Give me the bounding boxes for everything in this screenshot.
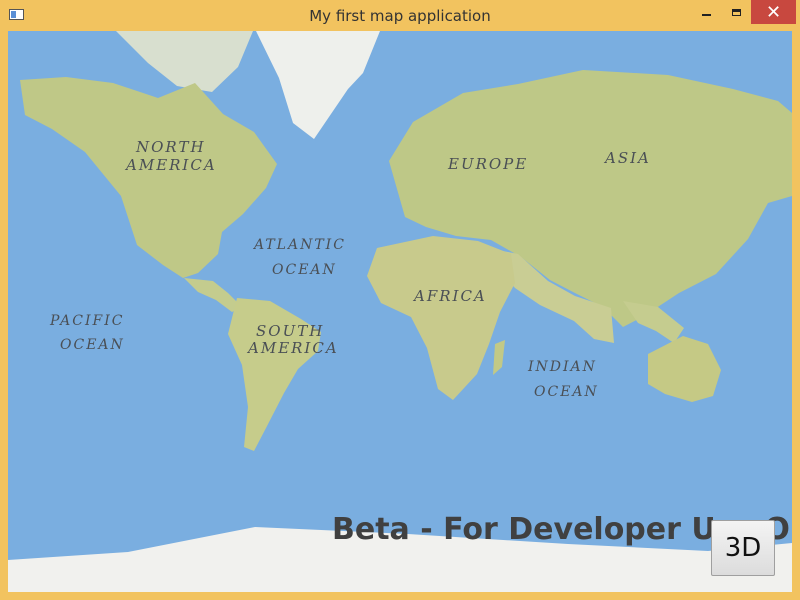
antarctica-shape: [8, 527, 792, 592]
minimize-icon: [701, 14, 711, 16]
label-pacific-line2: OCEAN: [60, 337, 125, 353]
label-asia: ASIA: [603, 149, 651, 167]
africa-shape: [367, 236, 515, 400]
australia-shape: [648, 336, 721, 402]
north-america-shape: [20, 77, 277, 278]
maximize-button[interactable]: [723, 0, 749, 24]
label-south-america-line1: SOUTH: [256, 322, 324, 340]
label-indian-line2: OCEAN: [534, 384, 599, 400]
south-america-shape: [228, 298, 321, 451]
map-view[interactable]: NORTH AMERICA EUROPE ASIA ATLANTIC OCEAN…: [8, 31, 792, 592]
label-africa: AFRICA: [412, 287, 487, 305]
label-europe: EUROPE: [447, 155, 528, 173]
minimize-button[interactable]: [693, 0, 719, 24]
label-north-america-line1: NORTH: [135, 138, 206, 156]
label-south-america-line2: AMERICA: [246, 339, 339, 357]
label-indian-line1: INDIAN: [527, 359, 597, 375]
label-pacific-line1: PACIFIC: [49, 313, 124, 329]
window-title: My first map application: [309, 7, 491, 25]
close-icon: ✕: [765, 1, 782, 22]
label-atlantic-line2: OCEAN: [272, 262, 337, 278]
southeast-asia-shape: [623, 301, 684, 343]
label-north-america-line2: AMERICA: [124, 156, 217, 174]
world-map[interactable]: NORTH AMERICA EUROPE ASIA ATLANTIC OCEAN…: [8, 31, 792, 592]
close-button[interactable]: ✕: [751, 0, 796, 24]
title-bar[interactable]: My first map application ✕: [0, 0, 800, 31]
window-icon: [9, 9, 24, 20]
label-atlantic-line1: ATLANTIC: [252, 237, 346, 253]
toggle-3d-button[interactable]: 3D: [711, 520, 775, 576]
eurasia-shape: [389, 70, 792, 327]
central-america-shape: [184, 278, 242, 312]
arctic-islands-shape: [116, 31, 253, 92]
greenland-shape: [256, 31, 380, 139]
madagascar-shape: [493, 340, 505, 375]
maximize-icon: [731, 8, 741, 16]
